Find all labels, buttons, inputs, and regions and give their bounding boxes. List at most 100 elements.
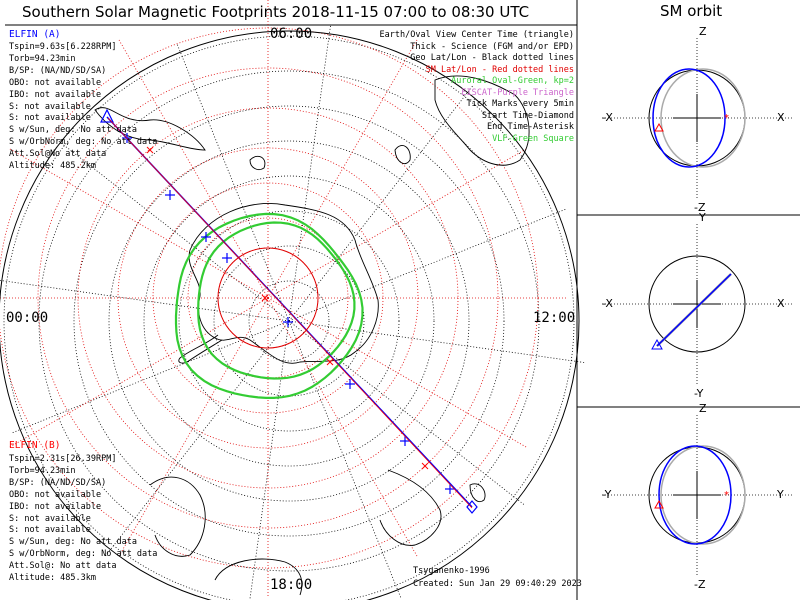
geo-lon-line bbox=[10, 320, 290, 434]
elfin-a-info-line: S: not available bbox=[9, 101, 91, 112]
sm-lon-line bbox=[7, 147, 269, 299]
clock-label-left: 00:00 bbox=[6, 310, 49, 326]
auroral-oval-inner bbox=[197, 221, 356, 380]
elfin-b-track-line bbox=[107, 117, 473, 509]
elfin-b-info-line: Torb=94.23min bbox=[9, 465, 76, 476]
elfin-b-info-line: OBO: not available bbox=[9, 489, 102, 500]
elfin-a-info-line: B/SP: (NA/ND/SD/SA) bbox=[9, 65, 107, 76]
elfin-b-footprint-track bbox=[107, 117, 473, 509]
elfin-a-start-triangle bbox=[100, 108, 114, 123]
clock-label-top: 06:00 bbox=[270, 26, 313, 42]
orbit-b-path bbox=[660, 68, 746, 168]
geo-lon-line bbox=[288, 320, 402, 600]
elfin-a-info-line: Torb=94.23min bbox=[9, 53, 76, 64]
legend-entry: Geo Lat/Lon - Black dotted lines bbox=[410, 53, 574, 63]
geo-lat-circle bbox=[143, 175, 435, 467]
sm-lon-line bbox=[267, 147, 529, 299]
sm-orbit-title: SM orbit bbox=[660, 2, 723, 20]
orbit-a-path bbox=[658, 445, 732, 545]
orbit-end-asterisk: * bbox=[724, 490, 729, 501]
geo-lon-line bbox=[288, 208, 568, 322]
page-title: Southern Solar Magnetic Footprints 2018-… bbox=[22, 3, 530, 21]
orbit-label-top: Z bbox=[699, 402, 707, 415]
orbit-a-path bbox=[652, 68, 726, 168]
sm-orbit-panels: ** bbox=[602, 38, 792, 575]
auroral-oval-outer bbox=[174, 212, 364, 399]
geo-lon-line bbox=[288, 23, 332, 322]
orbit-start-triangle bbox=[654, 122, 664, 132]
elfin-b-tick bbox=[261, 294, 269, 302]
legend-entry: Start Time-Diamond bbox=[481, 110, 574, 121]
sm-lat-circle bbox=[37, 67, 499, 529]
legend-entry: SM Lat/Lon - Red dotted lines bbox=[425, 64, 574, 75]
earth-circle bbox=[648, 255, 746, 353]
sm-lat-circle bbox=[187, 217, 349, 379]
orbit-label-right: X bbox=[777, 111, 785, 124]
geo-lat-circle bbox=[248, 280, 330, 362]
geo-lon-line bbox=[288, 320, 587, 364]
sm-lon-line bbox=[117, 297, 269, 559]
geo-lon-line bbox=[176, 42, 290, 322]
geo-lon-line bbox=[52, 135, 290, 322]
geo-lat-circle bbox=[73, 105, 505, 537]
elfin-b-tick bbox=[326, 358, 334, 366]
auroral-oval bbox=[174, 212, 364, 399]
model-label: Tsyganenko-1996 bbox=[413, 566, 490, 576]
sm-latlon-grid bbox=[0, 0, 568, 598]
orbit-label-bottom: -Z bbox=[694, 201, 706, 214]
sm-lon-line bbox=[117, 37, 269, 299]
legend-entry: VLF-Green Square bbox=[492, 133, 574, 144]
elfin-b-info-line: Att.Sol@: No att data bbox=[9, 561, 117, 572]
legend-entry: Auroral Oval-Green, kp=2 bbox=[451, 76, 574, 86]
orbit-start-triangle bbox=[651, 338, 663, 350]
sm-lon-line bbox=[267, 297, 529, 449]
orbit-label-bottom: -Z bbox=[694, 578, 706, 591]
elfin-a-info-line: Altitude: 485.2km bbox=[9, 161, 96, 171]
orbit-a-path bbox=[656, 273, 732, 347]
elfin-b-info-line: S: not available bbox=[9, 525, 91, 536]
elfin-b-tick bbox=[146, 146, 154, 154]
map-boundary bbox=[0, 30, 580, 600]
geo-lon-line bbox=[288, 84, 475, 322]
elfin-a-info-line: Tspin=9.63s[6.228RPM] bbox=[9, 42, 117, 52]
elfin-b-name: ELFIN (B) bbox=[9, 440, 61, 451]
geo-lat-circle bbox=[108, 140, 470, 502]
geo-lat-circle bbox=[38, 70, 540, 572]
elfin-a-info-line: OBO: not available bbox=[9, 77, 102, 88]
elfin-a-name: ELFIN (A) bbox=[9, 29, 61, 40]
clock-label-right: 12:00 bbox=[533, 310, 576, 326]
orbit-label-left: -X bbox=[602, 297, 613, 310]
elfin-a-info-line: IBO: not available bbox=[9, 89, 102, 100]
elfin-b-info-line: S w/OrbNorm, deg: No att data bbox=[9, 549, 158, 560]
elfin-a-info-line: S w/Sun, deg: No att data bbox=[9, 125, 137, 136]
elfin-a-info-line: S: not available bbox=[9, 113, 91, 124]
geo-lon-line bbox=[288, 320, 526, 507]
elfin-b-tick bbox=[421, 462, 429, 470]
created-label: Created: Sun Jan 29 09:40:29 2023 bbox=[413, 579, 582, 589]
sm-pole-circle bbox=[217, 247, 319, 349]
elfin-a-info-line: S w/OrbNorm, deg: No att data bbox=[9, 137, 158, 148]
legend-entry: Tick Marks every 5min bbox=[466, 99, 574, 109]
orbit-label-left: -Y bbox=[602, 488, 612, 501]
geo-lat-circle bbox=[178, 210, 400, 432]
orbit-end-asterisk: * bbox=[724, 113, 729, 124]
elfin-b-info-line: IBO: not available bbox=[9, 501, 102, 512]
orbit-label-right: Y bbox=[777, 488, 784, 501]
elfin-b-info-line: Tspin=2.31s[26.39RPM] bbox=[9, 454, 117, 464]
geo-lon-line bbox=[103, 320, 290, 558]
clock-label-bottom: 18:00 bbox=[270, 577, 313, 593]
legend-entry: Earth/Oval View Center Time (triangle) bbox=[379, 30, 574, 40]
orbit-label-top: Z bbox=[699, 25, 707, 38]
elfin-a-info-line: Att.Sol@No att data bbox=[9, 149, 107, 160]
orbit-label-bottom: -Y bbox=[694, 387, 704, 400]
elfin-b-info-line: Altitude: 485.3km bbox=[9, 573, 96, 583]
legend-entry: EISCAT-Purple Triangle bbox=[461, 87, 574, 98]
legend-entry: Thick - Science (FGM and/or EPD) bbox=[410, 41, 574, 52]
elfin-b-info-line: S w/Sun, deg: No att data bbox=[9, 537, 137, 548]
sm-lon-line bbox=[267, 37, 419, 299]
elfin-b-info-line: S: not available bbox=[9, 513, 91, 524]
legend-entry: End Time-Asterisk bbox=[487, 122, 574, 132]
sm-lon-line bbox=[7, 297, 269, 449]
geo-lon-line bbox=[0, 279, 290, 322]
